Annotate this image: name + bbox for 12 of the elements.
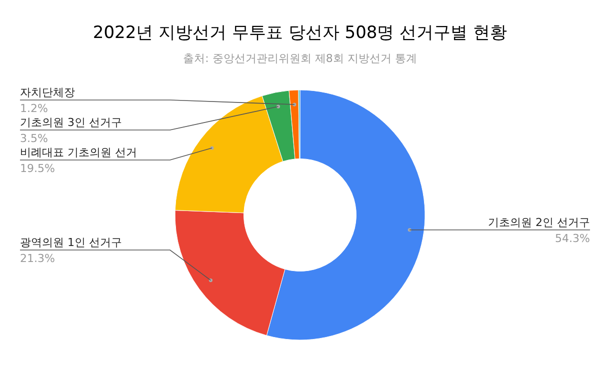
label: 광역의원 1인 선거구 [20, 236, 122, 249]
value-label: 19.5% [20, 162, 55, 175]
label: 기초의원 2인 선거구 [488, 216, 590, 229]
label: 기초의원 3인 선거구 [20, 116, 122, 129]
label: 자치단체장 [20, 86, 75, 99]
label: 비례대표 기초의원 선거 [20, 146, 137, 159]
value-label: 3.5% [20, 132, 48, 145]
value-label: 21.3% [20, 252, 55, 265]
value-label: 1.2% [20, 102, 48, 115]
annotation: 출처: 중앙선거관리위원회 제8회 지방선거 통계 [183, 52, 417, 65]
value-label: 54.3% [555, 232, 590, 245]
title: 2022년 지방선거 무투표 당선자 508명 선거구별 현황 [92, 23, 508, 43]
